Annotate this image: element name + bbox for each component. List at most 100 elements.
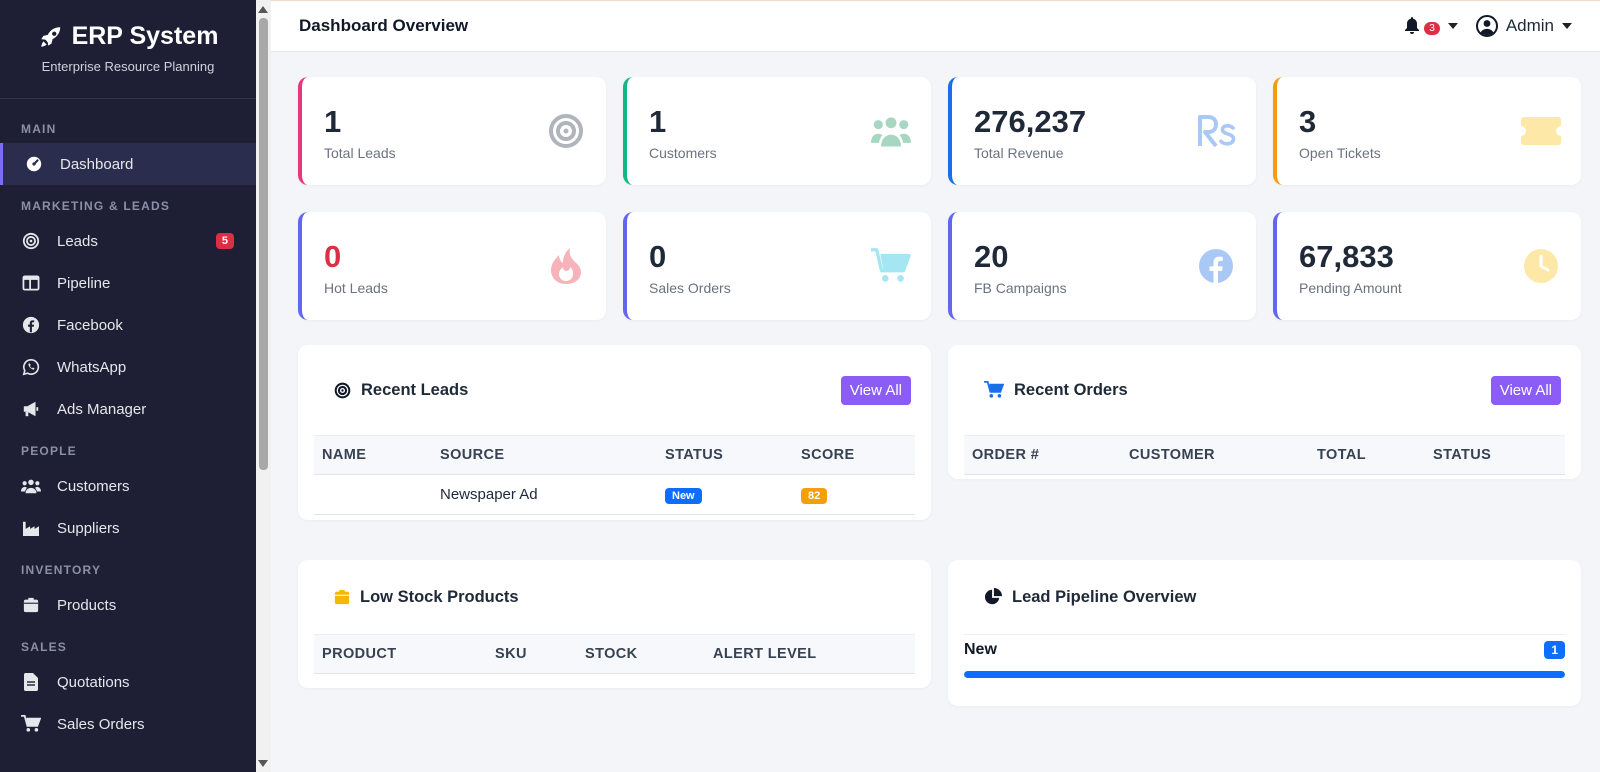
stat-card-total-leads[interactable]: 1 Total Leads <box>298 77 606 185</box>
sidebar-item-whatsapp[interactable]: WhatsApp <box>0 346 256 388</box>
table-row[interactable]: Newspaper Ad New 82 <box>314 474 915 515</box>
stat-card-sales-orders[interactable]: 0 Sales Orders <box>623 212 931 320</box>
column-header[interactable]: STATUS <box>1425 435 1565 475</box>
status-badge: New <box>665 488 702 504</box>
sidebar-item-label: Suppliers <box>57 519 120 537</box>
stat-label: Customers <box>649 145 717 161</box>
view-all-leads-button[interactable]: View All <box>840 375 911 405</box>
column-header[interactable]: TOTAL <box>1309 435 1425 475</box>
scroll-down-arrow[interactable] <box>258 760 268 767</box>
low-stock-table: PRODUCT SKU STOCK ALERT LEVEL <box>314 634 915 674</box>
stat-value: 3 <box>1299 104 1317 139</box>
stat-card-fb-campaigns[interactable]: 20 FB Campaigns <box>948 212 1256 320</box>
stat-card-hot-leads[interactable]: 0 Hot Leads <box>298 212 606 320</box>
stat-value: 67,833 <box>1299 239 1394 274</box>
chevron-down-icon <box>1562 23 1572 29</box>
sidebar-item-label: Pipeline <box>57 274 111 292</box>
stat-value: 1 <box>649 104 667 139</box>
sidebar-item-suppliers[interactable]: Suppliers <box>0 507 256 549</box>
stat-label: FB Campaigns <box>974 280 1067 296</box>
users-icon <box>871 111 911 151</box>
whatsapp-icon <box>21 357 41 377</box>
stat-value: 0 <box>324 239 342 274</box>
nav-section-sales: SALES <box>21 640 68 654</box>
column-header[interactable]: CUSTOMER <box>1121 435 1309 475</box>
sidebar-item-label: Customers <box>57 477 130 495</box>
sidebar-item-label: WhatsApp <box>57 358 127 376</box>
lead-source: Newspaper Ad <box>432 474 657 515</box>
lead-pipeline-panel: Lead Pipeline Overview New 1 <box>948 560 1581 706</box>
panel-title: Low Stock Products <box>360 587 519 606</box>
column-header[interactable]: SKU <box>487 634 577 674</box>
stat-label: Total Revenue <box>974 145 1064 161</box>
column-header[interactable]: SCORE <box>793 435 915 475</box>
user-circle-icon <box>1475 15 1498 37</box>
panel-title: Recent Leads <box>361 380 469 399</box>
brand-title[interactable]: ERP System <box>0 22 256 51</box>
stat-card-open-tickets[interactable]: 3 Open Tickets <box>1273 77 1581 185</box>
sidebar-item-leads[interactable]: Leads 5 <box>0 220 256 262</box>
topbar: Dashboard Overview 3 Admin <box>271 0 1600 52</box>
page-title: Dashboard Overview <box>299 16 469 35</box>
sidebar-item-label: Leads <box>57 232 98 250</box>
brand-name: ERP System <box>71 22 219 50</box>
ticket-icon <box>1521 111 1561 151</box>
column-header[interactable]: STOCK <box>577 634 705 674</box>
stat-label: Open Tickets <box>1299 145 1381 161</box>
megaphone-icon <box>21 399 41 419</box>
box-icon <box>334 589 350 605</box>
rupee-icon <box>1196 111 1236 151</box>
bullseye-icon <box>546 111 586 151</box>
column-header[interactable]: PRODUCT <box>314 634 487 674</box>
nav-section-main: MAIN <box>21 122 57 136</box>
sidebar-item-sales-orders[interactable]: Sales Orders <box>0 703 256 745</box>
users-icon <box>21 476 41 496</box>
stat-card-total-revenue[interactable]: 276,237 Total Revenue <box>948 77 1256 185</box>
gauge-icon <box>24 154 44 174</box>
column-header[interactable]: STATUS <box>657 435 793 475</box>
stat-card-pending-amount[interactable]: 67,833 Pending Amount <box>1273 212 1581 320</box>
sidebar-item-label: Facebook <box>57 316 123 334</box>
column-header[interactable]: NAME <box>314 435 432 475</box>
column-header[interactable]: ORDER # <box>964 435 1121 475</box>
user-menu[interactable]: Admin <box>1475 15 1572 37</box>
pipeline-progress-bar <box>964 671 1565 678</box>
sidebar-item-label: Sales Orders <box>57 715 145 733</box>
sidebar: ERP System Enterprise Resource Planning … <box>0 0 256 772</box>
sidebar-item-facebook[interactable]: Facebook <box>0 304 256 346</box>
pipeline-stage-new[interactable]: New 1 <box>964 634 1565 659</box>
sidebar-item-customers[interactable]: Customers <box>0 465 256 507</box>
sidebar-item-dashboard[interactable]: Dashboard <box>0 143 256 185</box>
notification-count-badge: 3 <box>1424 21 1440 35</box>
pie-chart-icon <box>984 588 1002 605</box>
scroll-thumb[interactable] <box>259 18 268 470</box>
user-name: Admin <box>1505 16 1554 35</box>
sidebar-scrollbar[interactable] <box>256 0 271 772</box>
stat-value: 1 <box>324 104 342 139</box>
view-all-orders-button[interactable]: View All <box>1490 375 1561 405</box>
stat-label: Sales Orders <box>649 280 731 296</box>
stat-value: 20 <box>974 239 1009 274</box>
sidebar-item-ads-manager[interactable]: Ads Manager <box>0 388 256 430</box>
bullseye-icon <box>334 382 351 398</box>
bullseye-icon <box>21 231 41 251</box>
sidebar-item-products[interactable]: Products <box>0 584 256 626</box>
sidebar-item-pipeline[interactable]: Pipeline <box>0 262 256 304</box>
notifications-dropdown[interactable]: 3 <box>1404 17 1458 35</box>
clock-icon <box>1521 246 1561 286</box>
file-icon <box>21 672 41 692</box>
recent-leads-panel: Recent Leads View All NAME SOURCE STATUS… <box>298 345 931 520</box>
facebook-icon <box>1196 246 1236 286</box>
lead-name <box>314 474 432 515</box>
scroll-up-arrow[interactable] <box>258 6 268 13</box>
stat-card-customers[interactable]: 1 Customers <box>623 77 931 185</box>
stat-label: Pending Amount <box>1299 280 1402 296</box>
panel-title: Recent Orders <box>1014 380 1128 399</box>
sidebar-item-quotations[interactable]: Quotations <box>0 661 256 703</box>
facebook-icon <box>21 315 41 335</box>
column-header[interactable]: SOURCE <box>432 435 657 475</box>
brand: ERP System Enterprise Resource Planning <box>0 0 256 99</box>
column-header[interactable]: ALERT LEVEL <box>705 634 915 674</box>
nav-section-inventory: INVENTORY <box>21 563 102 577</box>
industry-icon <box>21 518 41 538</box>
